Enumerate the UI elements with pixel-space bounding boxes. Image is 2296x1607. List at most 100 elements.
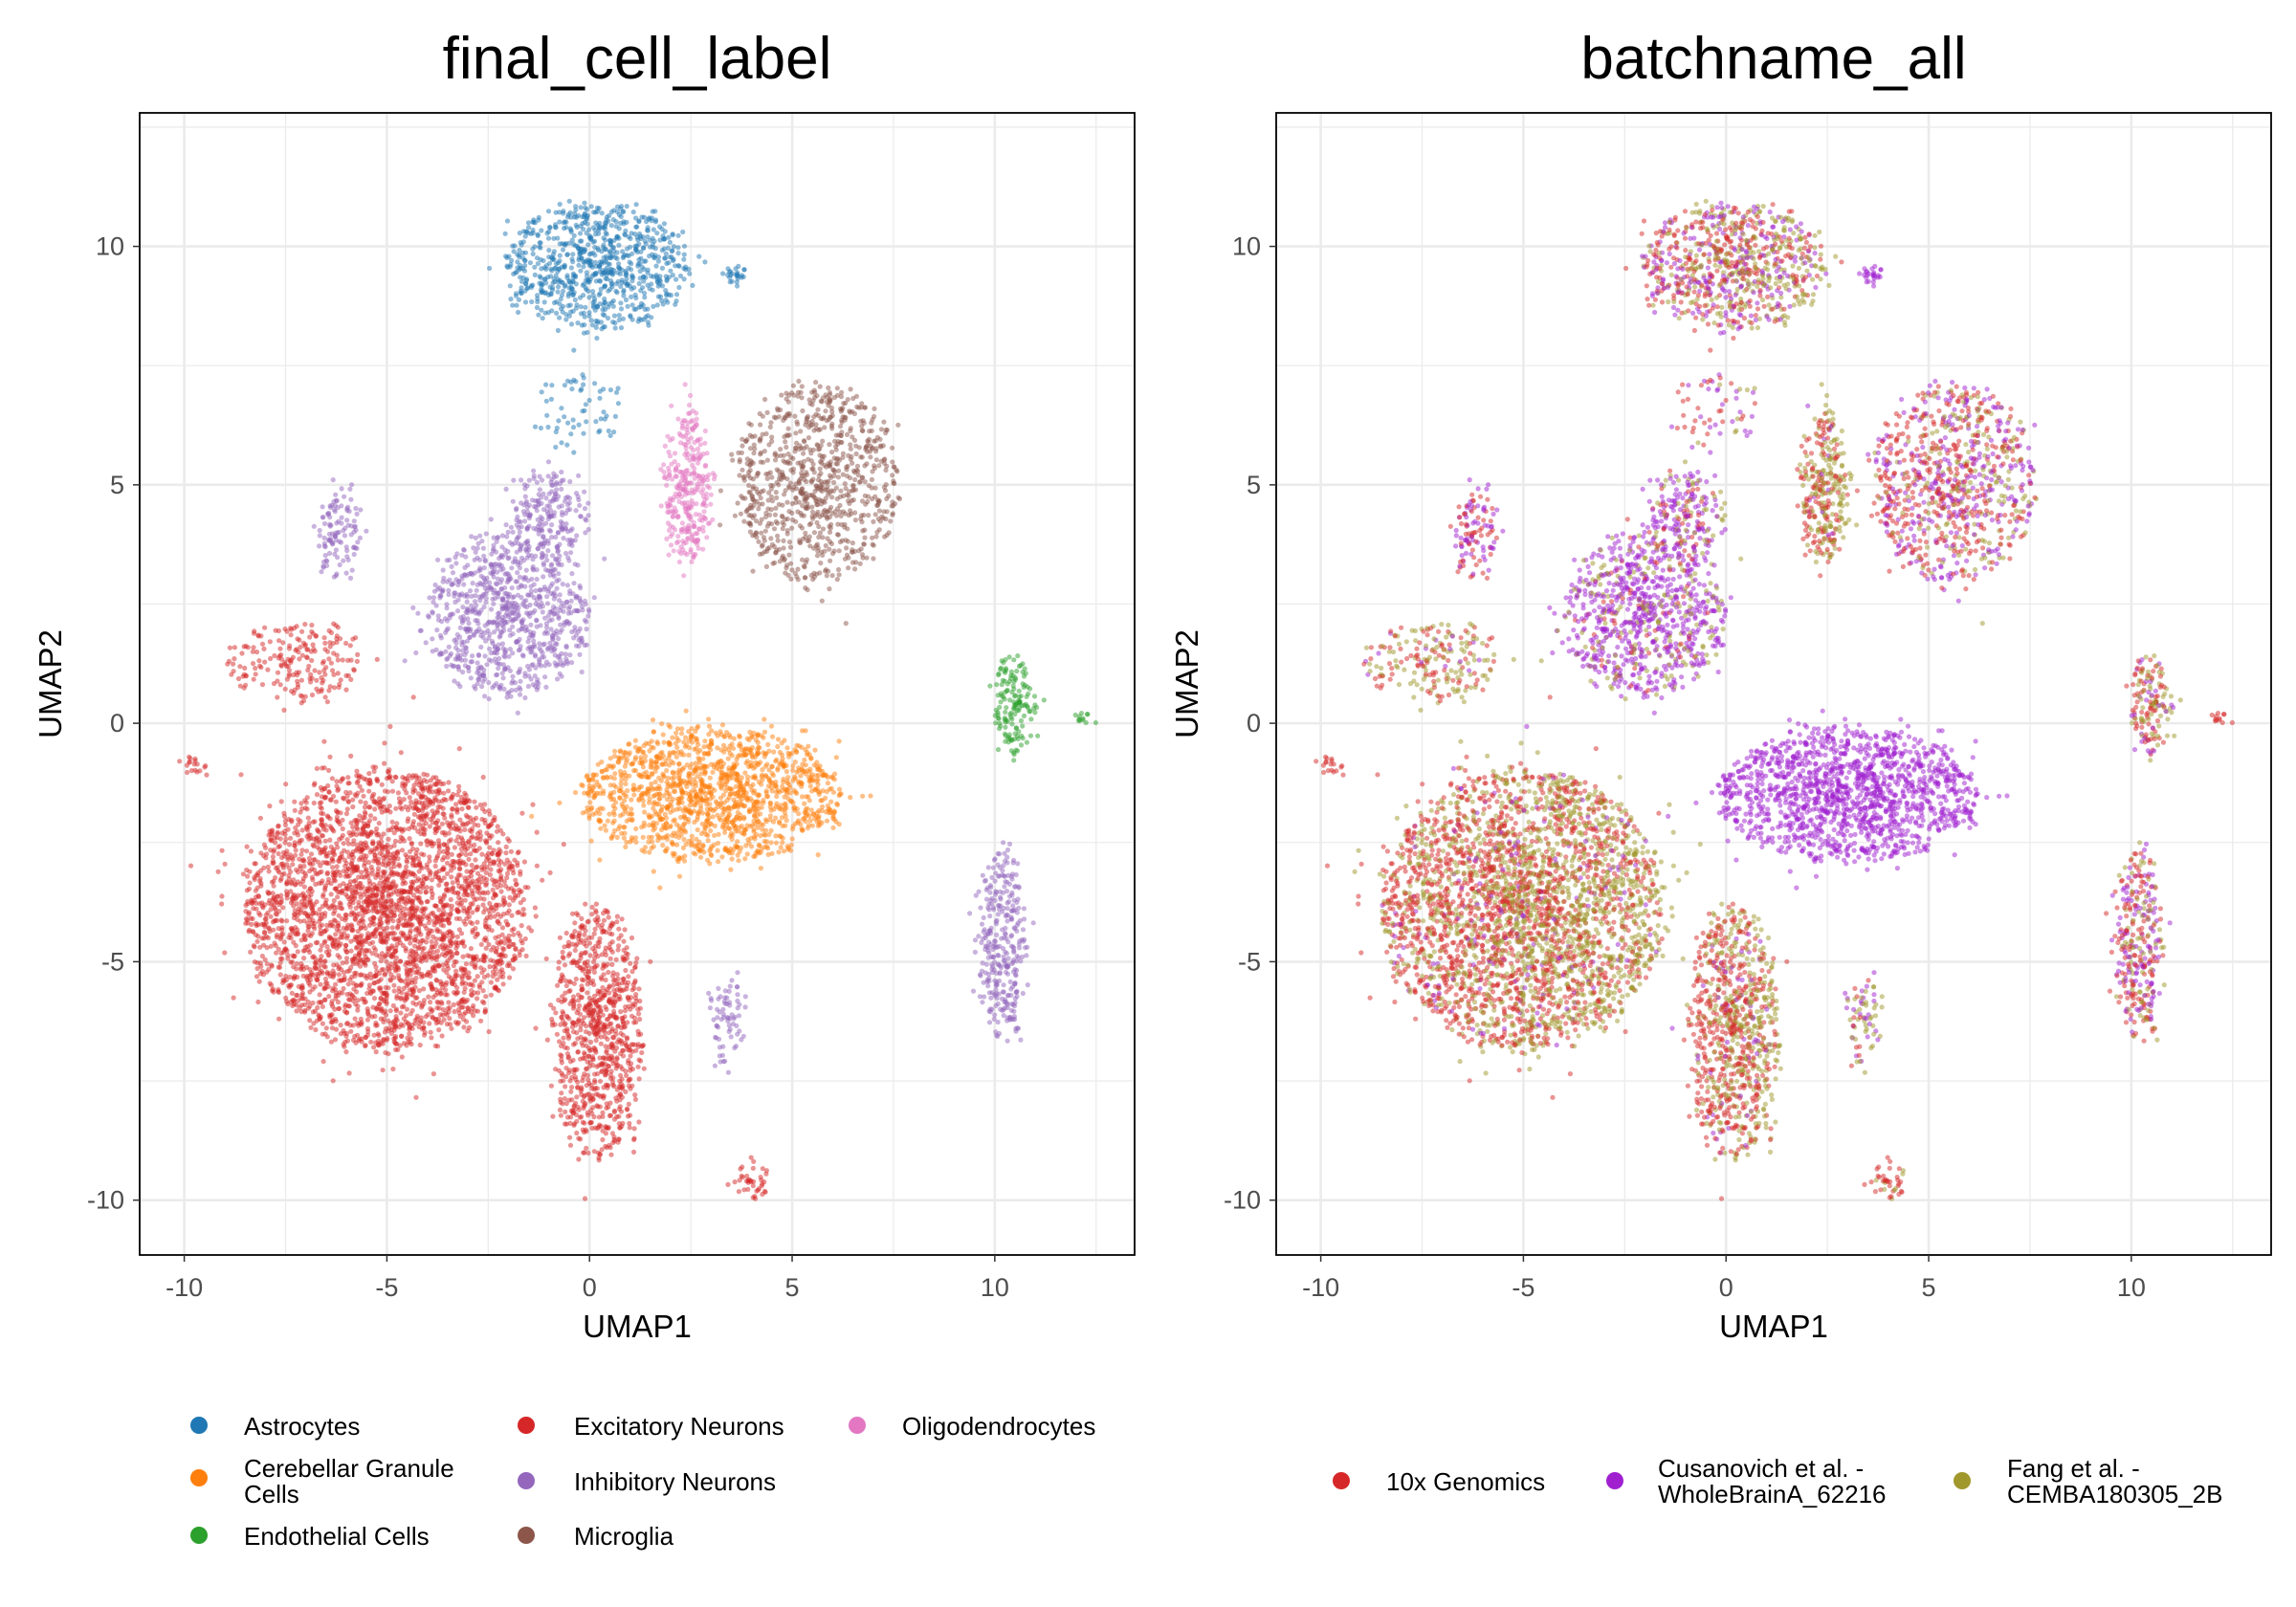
data-point [735, 992, 740, 998]
data-point [541, 257, 546, 264]
data-point [320, 1059, 326, 1065]
data-point [497, 655, 502, 662]
data-point [780, 526, 785, 532]
data-point [318, 947, 323, 953]
data-point [781, 538, 786, 544]
data-point [557, 653, 563, 659]
data-point [565, 303, 571, 309]
data-point [582, 248, 587, 254]
data-point [563, 645, 569, 650]
data-point [597, 263, 603, 269]
data-point [464, 649, 470, 655]
data-point [570, 252, 576, 257]
data-point [354, 511, 360, 517]
data-point [619, 277, 625, 283]
data-point [554, 585, 560, 591]
data-point [444, 558, 450, 563]
data-point [483, 591, 489, 597]
data-point [673, 465, 679, 471]
data-point [740, 467, 745, 473]
data-point [355, 539, 361, 545]
data-point [661, 221, 668, 227]
data-point [540, 552, 545, 558]
data-point [566, 198, 572, 204]
data-point [693, 531, 698, 537]
data-point [616, 261, 622, 267]
data-point [333, 981, 339, 987]
data-point [568, 265, 575, 271]
data-point [853, 560, 859, 565]
data-point [531, 475, 537, 481]
data-point [572, 214, 578, 220]
data-point [670, 476, 675, 482]
data-point [668, 542, 674, 548]
data-point [862, 479, 868, 485]
data-point [516, 297, 522, 302]
data-point [762, 514, 769, 520]
data-point [762, 396, 768, 403]
data-point [333, 492, 339, 497]
data-point [1011, 949, 1017, 956]
data-point [614, 255, 620, 261]
data-point [500, 595, 506, 602]
data-point [786, 552, 792, 558]
data-point [603, 270, 608, 275]
data-point [629, 267, 634, 273]
data-point [524, 555, 530, 561]
data-point [673, 301, 678, 307]
data-point [815, 509, 821, 515]
data-point [657, 224, 663, 230]
data-point [577, 651, 583, 657]
data-point [775, 533, 781, 539]
data-point [691, 537, 697, 543]
data-point [547, 572, 553, 578]
data-point [680, 418, 687, 424]
data-point [344, 506, 350, 512]
data-point [513, 946, 519, 953]
data-point [537, 487, 543, 493]
data-point [666, 552, 672, 558]
data-point [440, 567, 446, 573]
data-point [741, 518, 747, 524]
data-point [573, 207, 579, 213]
data-point [695, 446, 701, 451]
data-point [499, 671, 505, 676]
data-point [517, 518, 522, 524]
data-point [518, 560, 523, 566]
data-point [444, 663, 450, 670]
data-point [845, 397, 850, 403]
data-point [607, 250, 613, 255]
data-point [585, 242, 591, 248]
data-point [817, 446, 823, 451]
data-point [666, 275, 673, 280]
data-point [545, 645, 551, 651]
data-point [329, 539, 335, 545]
data-point [522, 540, 528, 546]
data-point [861, 541, 867, 547]
data-point [556, 577, 562, 583]
data-point [1025, 944, 1030, 950]
data-point [810, 577, 816, 583]
data-point [557, 315, 563, 320]
data-point [553, 444, 559, 451]
data-point [585, 606, 592, 612]
data-point [632, 231, 638, 237]
data-point [515, 570, 520, 576]
data-point [344, 837, 350, 843]
data-point [643, 258, 649, 264]
data-point [600, 307, 606, 313]
data-point [1001, 935, 1007, 940]
data-point [505, 556, 511, 561]
data-point [475, 652, 482, 659]
data-point [599, 249, 605, 254]
data-point [553, 273, 559, 278]
data-point [815, 548, 821, 554]
data-point [326, 531, 332, 538]
data-point [758, 422, 763, 428]
data-point [337, 561, 342, 568]
data-point [809, 509, 816, 515]
data-point [553, 261, 560, 267]
data-point [592, 245, 598, 251]
data-point [510, 498, 516, 504]
data-point [480, 545, 486, 551]
